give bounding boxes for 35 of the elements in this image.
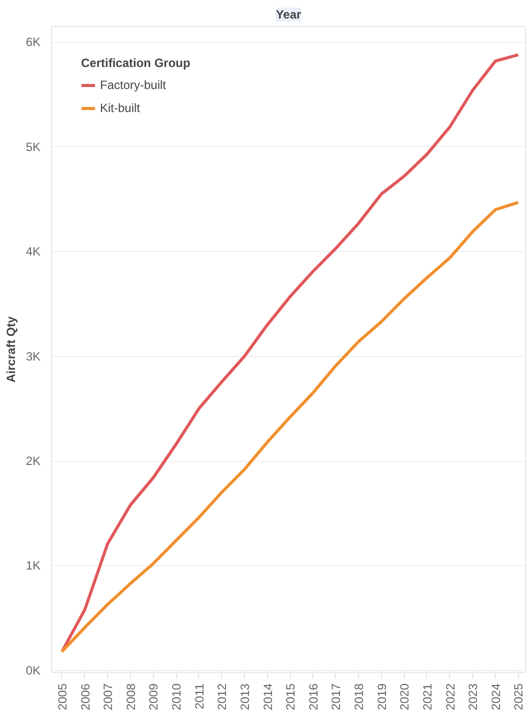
line-series [60,200,520,654]
y-tick-label: 2K [26,454,41,468]
x-tick-label: 2017 [329,683,344,710]
x-tick-label: 2007 [101,683,116,710]
y-tick-label: 5K [26,140,41,154]
x-tick-label: 2022 [443,683,458,710]
x-tick-label: 2019 [374,683,389,710]
x-tick-label: 2005 [55,683,70,710]
x-tick-label: 2010 [170,683,184,710]
x-tick-label: 2021 [420,683,434,710]
x-tick-label: 2018 [352,683,366,710]
x-tick-label: 2020 [398,683,412,710]
legend-label: Factory-built [100,78,166,92]
x-tick-label: 2006 [78,683,92,710]
y-axis-title: Aircraft Qty [4,316,18,383]
x-tick-label: 2016 [306,683,320,710]
x-tick-label: 2013 [238,683,252,710]
y-tick-label: 4K [26,244,41,259]
chart-title: Year [276,8,302,22]
y-tick-label: 3K [26,349,41,364]
x-tick-label: 2024 [488,683,503,710]
legend-title: Certification Group [81,56,190,70]
x-tick-label: 2009 [146,683,161,710]
x-tick-label: 2014 [260,683,275,710]
x-tick-label: 2008 [124,683,138,710]
y-tick-label: 1K [26,558,41,573]
x-tick-label: 2015 [284,683,298,710]
legend-label: Kit-built [100,101,140,115]
x-tick-label: 2025 [512,683,526,710]
y-tick-label: 6K [26,35,41,50]
x-tick-label: 2023 [466,683,480,710]
line-series [60,53,520,654]
y-tick-label: 0K [26,663,41,678]
x-tick-label: 2012 [215,683,230,710]
x-tick-label: 2011 [192,683,206,710]
